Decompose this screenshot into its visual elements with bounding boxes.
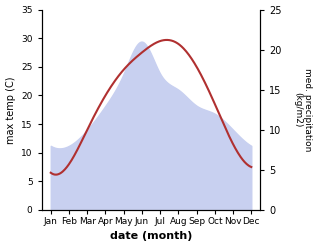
Y-axis label: max temp (C): max temp (C) <box>5 76 16 144</box>
X-axis label: date (month): date (month) <box>110 231 192 242</box>
Y-axis label: med. precipitation
(kg/m2): med. precipitation (kg/m2) <box>293 68 313 151</box>
